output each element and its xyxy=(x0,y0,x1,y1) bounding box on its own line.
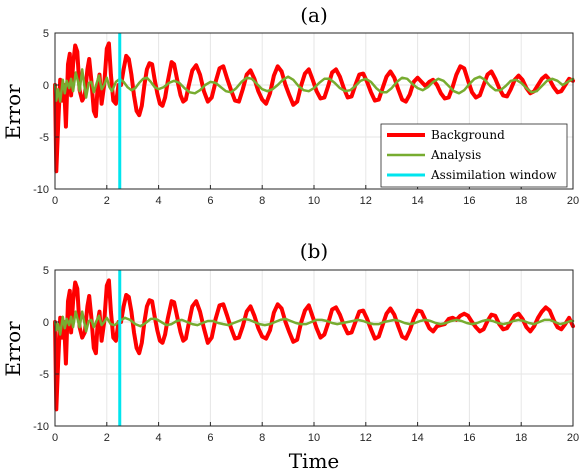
panel-b-series xyxy=(53,270,575,426)
panel-b: (b) 0 2 4 6 8 10 12 14 16 18 20 -10 -5 0 5 Error Time xyxy=(1,239,579,473)
panel-a-xtick-label-8: 8 xyxy=(259,195,265,207)
panel-b-xtick-label-14: 14 xyxy=(411,432,423,444)
panel-a-xtick-label-12: 12 xyxy=(360,195,372,207)
panel-b-xtick-label-10: 10 xyxy=(308,432,320,444)
panel-a-ytick-label-0: 0 xyxy=(43,80,49,92)
panel-b-grid xyxy=(54,269,574,427)
panel-a-xtick-label-16: 16 xyxy=(463,195,475,207)
panel-b-ylabel: Error xyxy=(1,321,25,377)
panel-b-xtick-label-4: 4 xyxy=(156,432,162,444)
panel-b-ytick-label-5: 5 xyxy=(43,265,49,277)
legend-label-assimilation-window: Assimilation window xyxy=(430,168,557,182)
panel-a-series xyxy=(53,33,575,189)
panel-b-xlabel: Time xyxy=(289,449,340,473)
panel-b-xtick-label-8: 8 xyxy=(259,432,265,444)
panel-a-xtick-label-4: 4 xyxy=(156,195,162,207)
legend-label-background: Background xyxy=(431,128,505,142)
panel-a-xtick-label-14: 14 xyxy=(411,195,423,207)
panel-a-ticks: 0 2 4 6 8 10 12 14 16 18 20 -10 -5 0 5 xyxy=(33,28,579,207)
panel-a-series-background xyxy=(53,41,575,174)
panel-a-xtick-label-0: 0 xyxy=(52,195,58,207)
panel-a-title: (a) xyxy=(300,3,328,27)
panel-b-title: (b) xyxy=(300,239,328,263)
panel-a-ytick-label--10: -10 xyxy=(33,184,49,196)
panel-a-ylabel: Error xyxy=(1,84,25,140)
panel-a-series-analysis xyxy=(53,68,575,103)
panel-b-xtick-label-16: 16 xyxy=(463,432,475,444)
panel-b-xtick-label-6: 6 xyxy=(207,432,213,444)
panel-b-ytick-label-0: 0 xyxy=(43,317,49,329)
panel-a-ytick-label-5: 5 xyxy=(43,28,49,40)
panel-a-xtick-label-18: 18 xyxy=(515,195,527,207)
panel-a: (a) 0 2 4 6 8 10 12 14 16 18 20 -10 -5 0 5 Error Backg… xyxy=(1,3,579,207)
panel-b-xtick-label-2: 2 xyxy=(104,432,110,444)
panel-a-ytick-label--5: -5 xyxy=(39,132,49,144)
panel-b-series-analysis xyxy=(53,310,575,336)
panel-a-xtick-label-20: 20 xyxy=(567,195,579,207)
panel-a-xtick-label-6: 6 xyxy=(207,195,213,207)
panel-b-xtick-label-0: 0 xyxy=(52,432,58,444)
legend: Background Analysis Assimilation window xyxy=(380,123,568,188)
legend-label-analysis: Analysis xyxy=(430,148,481,162)
panel-b-xtick-label-20: 20 xyxy=(567,432,579,444)
panel-b-xtick-label-12: 12 xyxy=(360,432,372,444)
panel-b-ytick-label--5: -5 xyxy=(39,369,49,381)
panel-b-ticks: 0 2 4 6 8 10 12 14 16 18 20 -10 -5 0 5 xyxy=(33,265,579,444)
panel-a-xtick-label-10: 10 xyxy=(308,195,320,207)
panel-b-xtick-label-18: 18 xyxy=(515,432,527,444)
panel-b-ytick-label--10: -10 xyxy=(33,421,49,433)
panel-a-xtick-label-2: 2 xyxy=(104,195,110,207)
